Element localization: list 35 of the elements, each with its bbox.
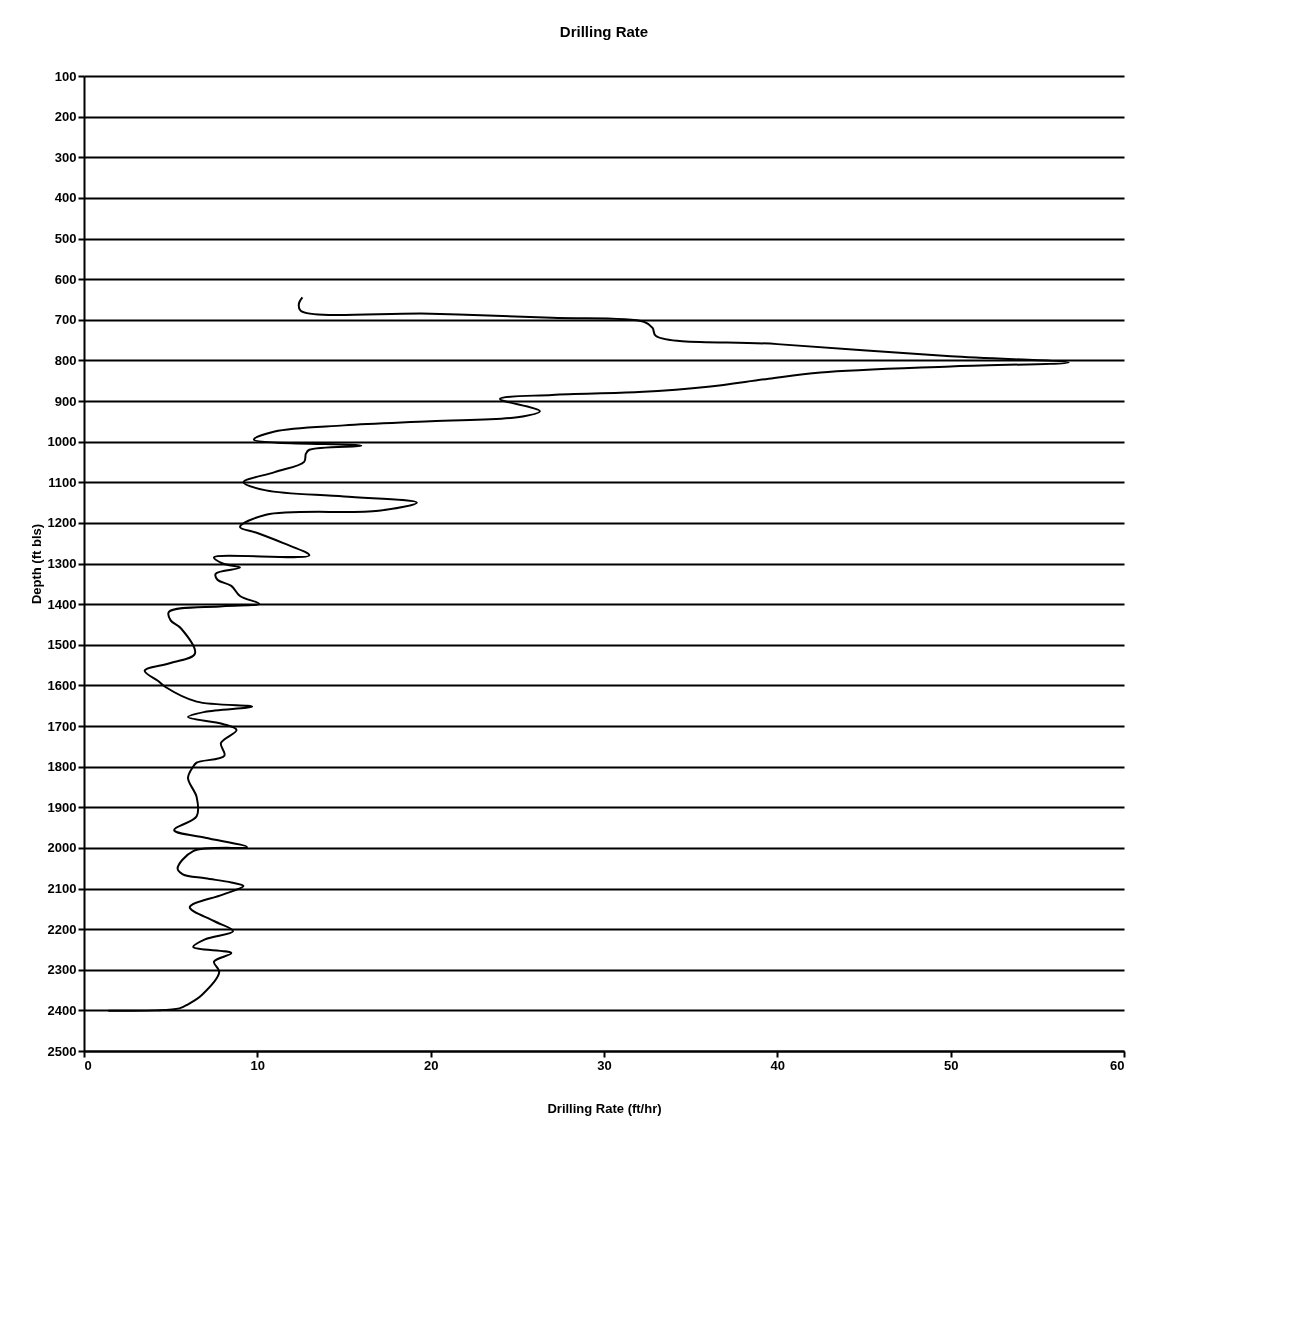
y-tick-label: 800 [54,352,77,368]
y-tick-label: 1100 [48,474,77,490]
y-tick-label: 700 [54,312,77,328]
x-tick-label: 50 [943,1057,959,1073]
x-tick-label: 30 [597,1057,612,1073]
y-tick-label: 1300 [47,556,77,571]
y-tick-label: 1700 [47,718,77,734]
x-tick-label: 10 [250,1057,266,1073]
y-tick-label: 200 [54,109,77,125]
y-tick-label: 300 [54,149,77,165]
y-tick-label: 2400 [47,1002,77,1018]
y-axis-title: Depth (ft bls) [28,523,44,605]
y-tick-label: 400 [54,190,77,206]
y-tick-label: 2300 [47,962,77,978]
y-tick-label: 1400 [47,596,77,612]
y-tick-label: 1000 [47,434,77,450]
y-tick-label: 100 [54,68,77,84]
y-tick-label: 2500 [47,1043,77,1059]
y-tick-label: 1500 [47,637,77,653]
y-tick-label: 2200 [47,921,77,937]
y-tick-label: 1200 [47,515,77,531]
y-tick-label: 1600 [47,677,77,693]
y-tick-label: 500 [54,231,77,246]
x-tick-label: 0 [84,1057,92,1073]
x-tick-label: 20 [423,1057,439,1073]
y-tick-label: 2100 [47,881,77,896]
chart-title: Drilling Rate [559,23,649,40]
y-tick-label: 900 [54,393,77,409]
y-tick-label: 1900 [47,799,77,815]
y-tick-label: 2000 [47,840,77,856]
y-tick-label: 600 [54,271,77,287]
x-tick-label: 40 [770,1057,786,1073]
x-tick-label: 60 [1110,1057,1125,1073]
y-tick-label: 1800 [47,759,77,775]
x-axis-title: Drilling Rate (ft/hr) [547,1100,662,1116]
